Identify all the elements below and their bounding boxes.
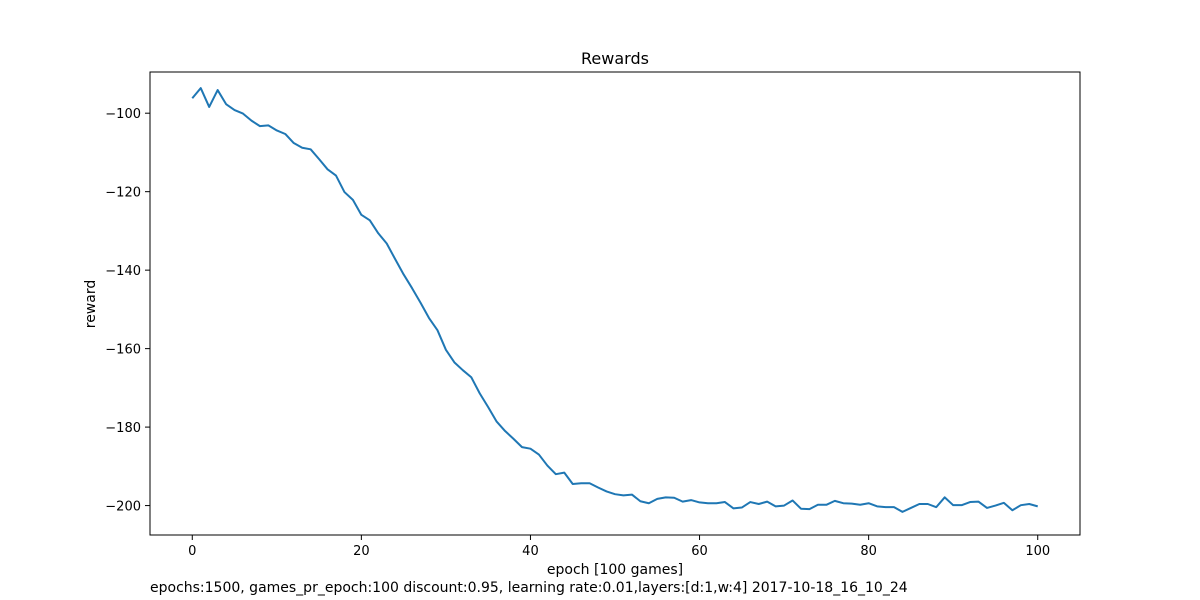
chart-title: Rewards xyxy=(581,49,649,68)
x-axis: 0 20 40 60 80 100 xyxy=(188,535,1050,559)
run-parameters-note: epochs:1500, games_pr_epoch:100 discount… xyxy=(150,580,908,596)
y-tick-label: −120 xyxy=(105,186,141,201)
plot-frame xyxy=(149,71,1081,536)
y-tick-label: −160 xyxy=(105,343,141,358)
y-axis-label: reward xyxy=(83,280,99,329)
plot-area xyxy=(191,87,1038,513)
series-line-0 xyxy=(191,87,1038,513)
y-tick-label: −180 xyxy=(105,421,141,436)
x-tick-label: 40 xyxy=(522,544,539,559)
x-tick-label: 100 xyxy=(1025,544,1050,559)
x-tick-label: 0 xyxy=(188,544,196,559)
x-tick-label: 80 xyxy=(860,544,877,559)
x-tick-label: 20 xyxy=(353,544,370,559)
y-tick-label: −200 xyxy=(105,500,141,515)
y-axis: −100 −120 −140 −160 −180 −200 xyxy=(105,107,150,515)
y-tick-label: −140 xyxy=(105,264,141,279)
x-axis-label: epoch [100 games] xyxy=(547,562,683,578)
x-tick-label: 60 xyxy=(691,544,708,559)
y-tick-label: −100 xyxy=(105,107,141,122)
